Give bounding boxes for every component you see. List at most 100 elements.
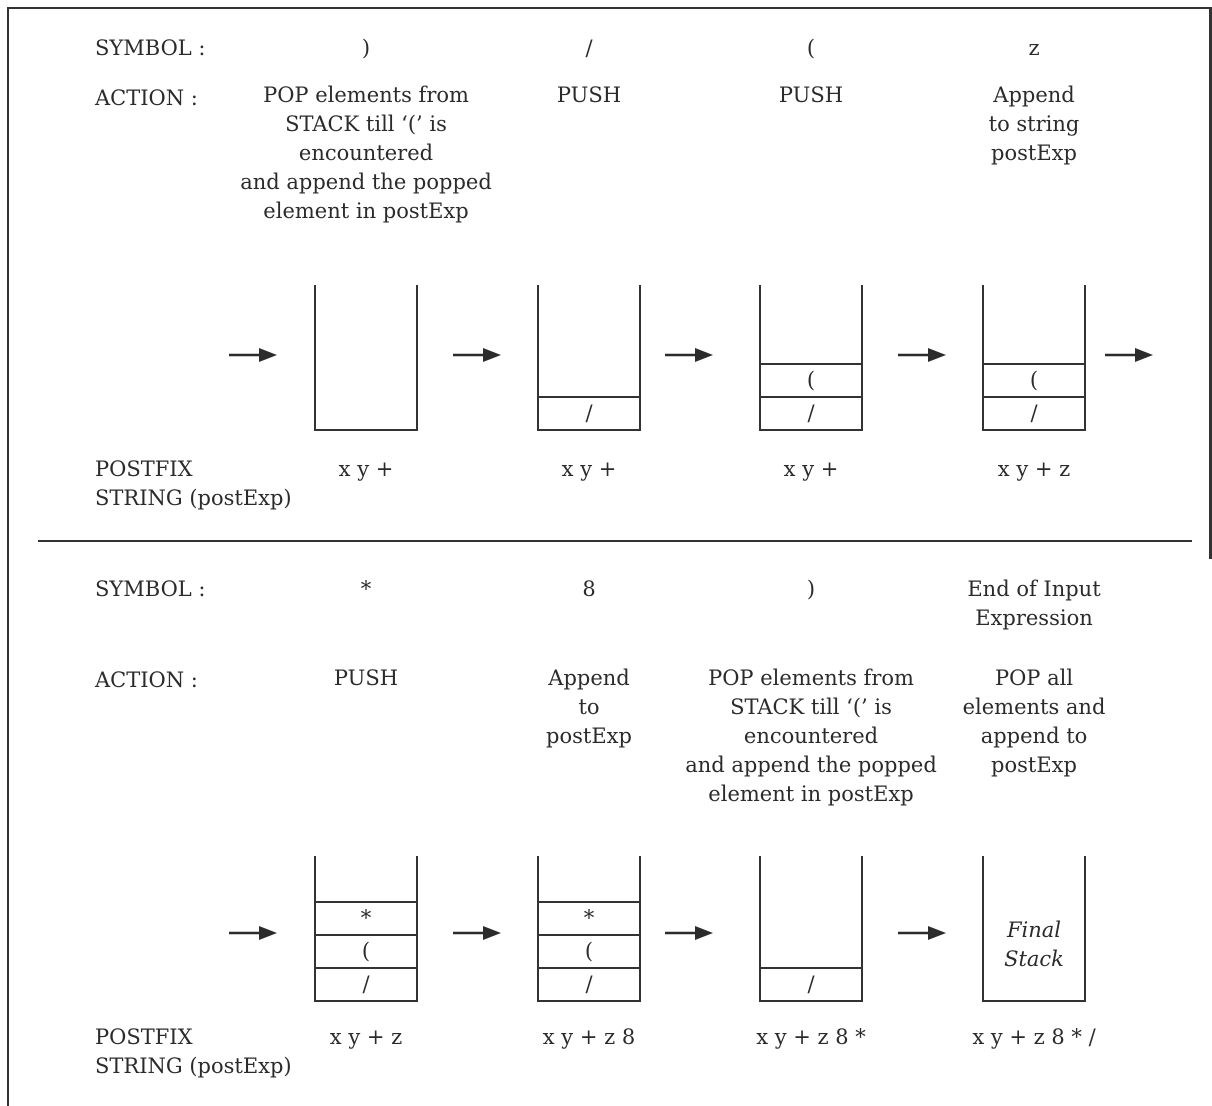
- stack-cell: /: [761, 967, 861, 1000]
- right-arrow-icon: [665, 345, 713, 365]
- action-line: to string: [988, 112, 1080, 136]
- action-line: postExp: [991, 141, 1077, 165]
- stack-cell: (: [761, 363, 861, 396]
- stack-cell: *: [316, 901, 416, 934]
- stack-cell: /: [761, 396, 861, 429]
- step-action: PUSH: [779, 81, 843, 110]
- postfix-label-line2: STRING (postExp): [95, 486, 292, 510]
- action-line: to: [578, 695, 600, 719]
- postfix-label-1: POSTFIX STRING (postExp): [95, 455, 292, 513]
- action-line: PUSH: [556, 83, 622, 107]
- action-line: element in postExp: [708, 782, 914, 806]
- frame-right-border: [1209, 7, 1212, 559]
- final-stack-label: Final Stack: [984, 916, 1084, 974]
- stack-container: /: [759, 856, 863, 1002]
- action-line: encountered: [743, 724, 879, 748]
- symbol-line: /: [585, 36, 593, 60]
- stack-cell: /: [984, 396, 1084, 429]
- step-symbol: (: [807, 34, 815, 63]
- frame-left-border: [7, 7, 9, 1106]
- postfix-string: x y + z 8 *: [756, 1025, 866, 1049]
- action-line: postExp: [546, 724, 632, 748]
- stack-cell: /: [539, 396, 639, 429]
- symbol-line: ): [806, 577, 816, 601]
- step-action: PUSH: [334, 664, 398, 693]
- step-action: POP elements from STACK till ‘(’ is encoun…: [685, 664, 937, 809]
- postfix-string: x y + z 8 * /: [972, 1025, 1096, 1049]
- action-line: Append: [548, 666, 630, 690]
- action-line: encountered: [298, 141, 434, 165]
- action-line: and append the popped: [240, 170, 492, 194]
- action-line: POP elements from: [263, 83, 469, 107]
- action-line: POP all: [994, 666, 1074, 690]
- step-symbol: 8: [582, 575, 595, 604]
- stack-cell: (: [316, 934, 416, 967]
- symbol-label-1: SYMBOL :: [95, 36, 206, 60]
- action-line: STACK till ‘(’ is: [285, 112, 447, 136]
- step-symbol: z: [1028, 34, 1039, 63]
- symbol-line: *: [360, 577, 372, 601]
- action-label-1: ACTION :: [95, 86, 198, 110]
- right-arrow-icon: [1105, 345, 1153, 365]
- stack-cell: (: [984, 363, 1084, 396]
- symbol-line: z: [1028, 36, 1040, 60]
- stack-cell: *: [539, 901, 639, 934]
- final-stack-line: Final: [1006, 918, 1062, 942]
- action-line: elements and: [962, 695, 1106, 719]
- stack-container: Final Stack: [982, 856, 1086, 1002]
- action-line: PUSH: [333, 666, 399, 690]
- action-line: postExp: [991, 753, 1077, 777]
- action-line: Append: [993, 83, 1075, 107]
- postfix-string: x y + z: [997, 457, 1071, 481]
- stack-container: /(: [759, 285, 863, 431]
- symbol-line: 8: [582, 577, 596, 601]
- right-arrow-icon: [229, 345, 277, 365]
- right-arrow-icon: [229, 923, 277, 943]
- right-arrow-icon: [453, 923, 501, 943]
- symbol-line: ): [361, 36, 371, 60]
- symbol-label-2: SYMBOL :: [95, 577, 206, 601]
- postfix-label-line1: POSTFIX: [95, 457, 193, 481]
- action-line: append to: [980, 724, 1088, 748]
- postfix-string: x y +: [561, 457, 617, 481]
- symbol-line: End of Input: [967, 577, 1101, 601]
- step-action: POP all elements and append to postExp: [963, 664, 1106, 780]
- postfix-string: x y + z: [329, 1025, 403, 1049]
- symbol-line: Expression: [975, 606, 1093, 630]
- right-arrow-icon: [453, 345, 501, 365]
- step-symbol: End of Input Expression: [967, 575, 1100, 633]
- step-symbol: /: [585, 34, 592, 63]
- panel-divider: [38, 540, 1192, 542]
- final-stack-line: Stack: [1004, 947, 1064, 971]
- right-arrow-icon: [665, 923, 713, 943]
- action-label-2: ACTION :: [95, 668, 198, 692]
- stack-container: /: [537, 285, 641, 431]
- postfix-string: x y + z 8: [542, 1025, 636, 1049]
- right-arrow-icon: [898, 923, 946, 943]
- action-line: element in postExp: [263, 199, 469, 223]
- postfix-string: x y +: [338, 457, 394, 481]
- right-arrow-icon: [898, 345, 946, 365]
- stack-cell: /: [316, 967, 416, 1000]
- step-symbol: *: [361, 575, 372, 604]
- postfix-label-line1: POSTFIX: [95, 1025, 193, 1049]
- action-line: and append the popped: [685, 753, 937, 777]
- stack-container: /(: [982, 285, 1086, 431]
- action-line: POP elements from: [708, 666, 914, 690]
- stack-cell: /: [539, 967, 639, 1000]
- stack-container: [314, 285, 418, 431]
- step-symbol: ): [362, 34, 370, 63]
- postfix-string: x y +: [783, 457, 839, 481]
- stack-cell: (: [539, 934, 639, 967]
- action-line: STACK till ‘(’ is: [730, 695, 892, 719]
- frame-top-border: [7, 7, 1212, 9]
- stack-container: /(*: [314, 856, 418, 1002]
- step-action: Append to string postExp: [989, 81, 1080, 168]
- symbol-line: (: [806, 36, 816, 60]
- postfix-label-line2: STRING (postExp): [95, 1054, 292, 1078]
- action-line: PUSH: [778, 83, 844, 107]
- step-action: Append to postExp: [546, 664, 632, 751]
- stack-container: /(*: [537, 856, 641, 1002]
- step-symbol: ): [807, 575, 815, 604]
